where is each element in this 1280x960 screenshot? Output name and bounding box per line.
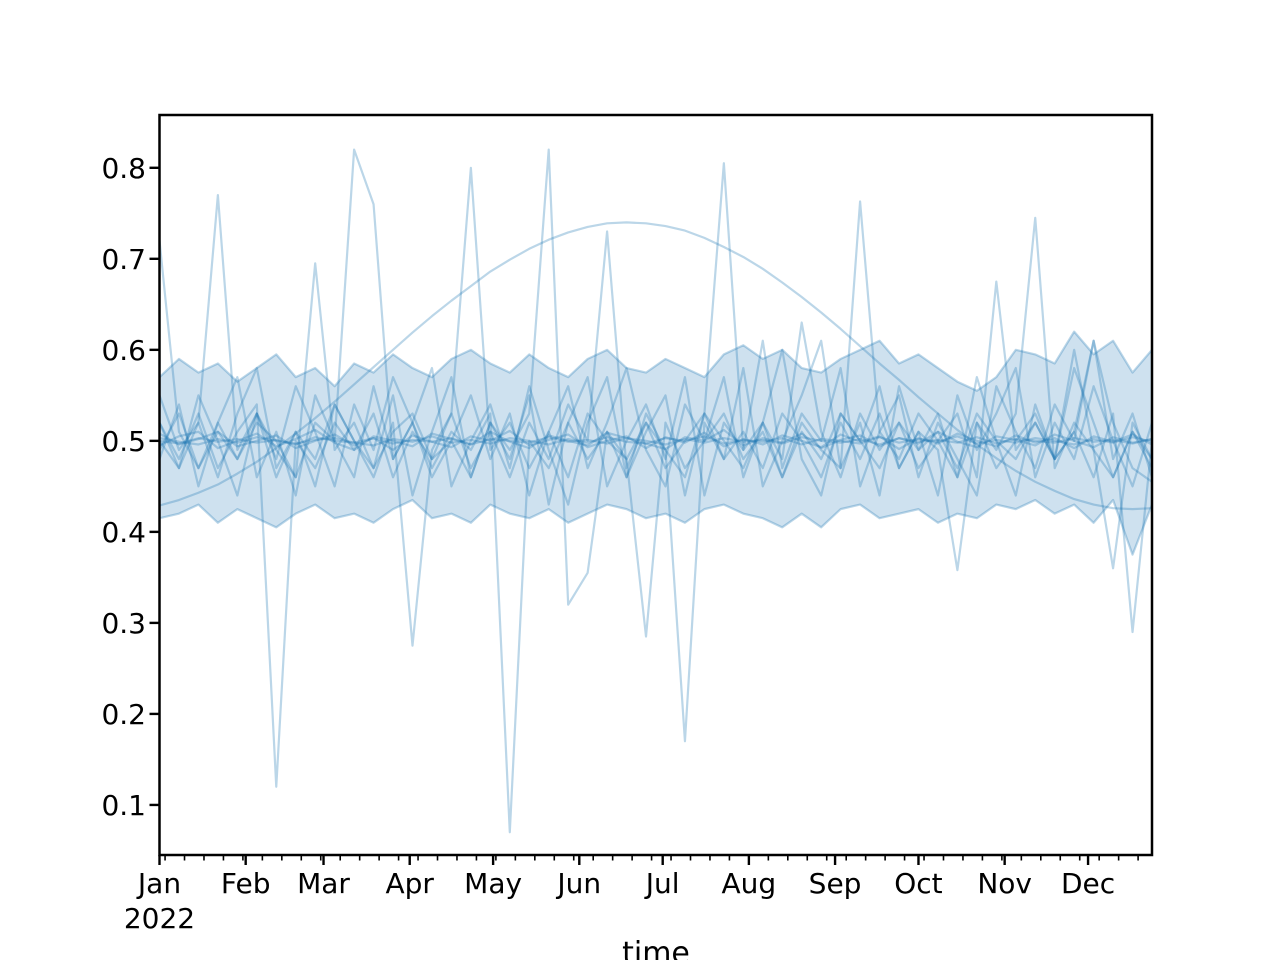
- x-tick-year-label: 2022: [124, 902, 195, 935]
- y-tick-label: 0.6: [101, 334, 146, 367]
- series-line: [159, 339, 1152, 506]
- band-lower-line: [159, 498, 1152, 556]
- plot-area: [159, 148, 1152, 834]
- x-tick-label: Jun: [555, 867, 601, 900]
- series-line: [159, 148, 1152, 606]
- y-tick-label: 0.3: [101, 607, 146, 640]
- series-line: [159, 193, 1152, 647]
- plot-frame: [158, 113, 1154, 857]
- series-line: [159, 429, 1152, 452]
- x-axis-title: time: [622, 936, 690, 960]
- series-line: [159, 436, 1152, 446]
- series-line: [159, 435, 1152, 447]
- band-area: [159, 331, 1152, 555]
- series-line: [159, 348, 1152, 497]
- y-tick-label: 0.8: [101, 152, 146, 185]
- x-tick-label: Jul: [644, 867, 680, 900]
- band-upper-line: [159, 330, 1152, 392]
- x-tick-label: May: [464, 867, 522, 900]
- x-tick-label: Aug: [722, 867, 777, 900]
- y-tick-label: 0.7: [101, 243, 146, 276]
- y-tick-label: 0.2: [101, 698, 146, 731]
- series-line: [159, 148, 1152, 834]
- x-tick-label: Oct: [894, 867, 942, 900]
- series-line: [159, 221, 1152, 511]
- x-tick-label: Mar: [297, 867, 350, 900]
- x-tick-label: Jan: [136, 867, 181, 900]
- y-tick-label: 0.4: [101, 516, 146, 549]
- series-line: [159, 166, 1152, 788]
- x-tick-label: Nov: [977, 867, 1032, 900]
- x-tick-label: Sep: [809, 867, 862, 900]
- x-tick-label: Feb: [221, 867, 271, 900]
- x-tick-label: Apr: [385, 867, 434, 900]
- series-line: [159, 428, 1152, 452]
- y-tick-label: 0.1: [101, 789, 146, 822]
- x-tick-label: Dec: [1061, 867, 1115, 900]
- series-line: [159, 339, 1152, 506]
- y-tick-label: 0.5: [101, 425, 146, 458]
